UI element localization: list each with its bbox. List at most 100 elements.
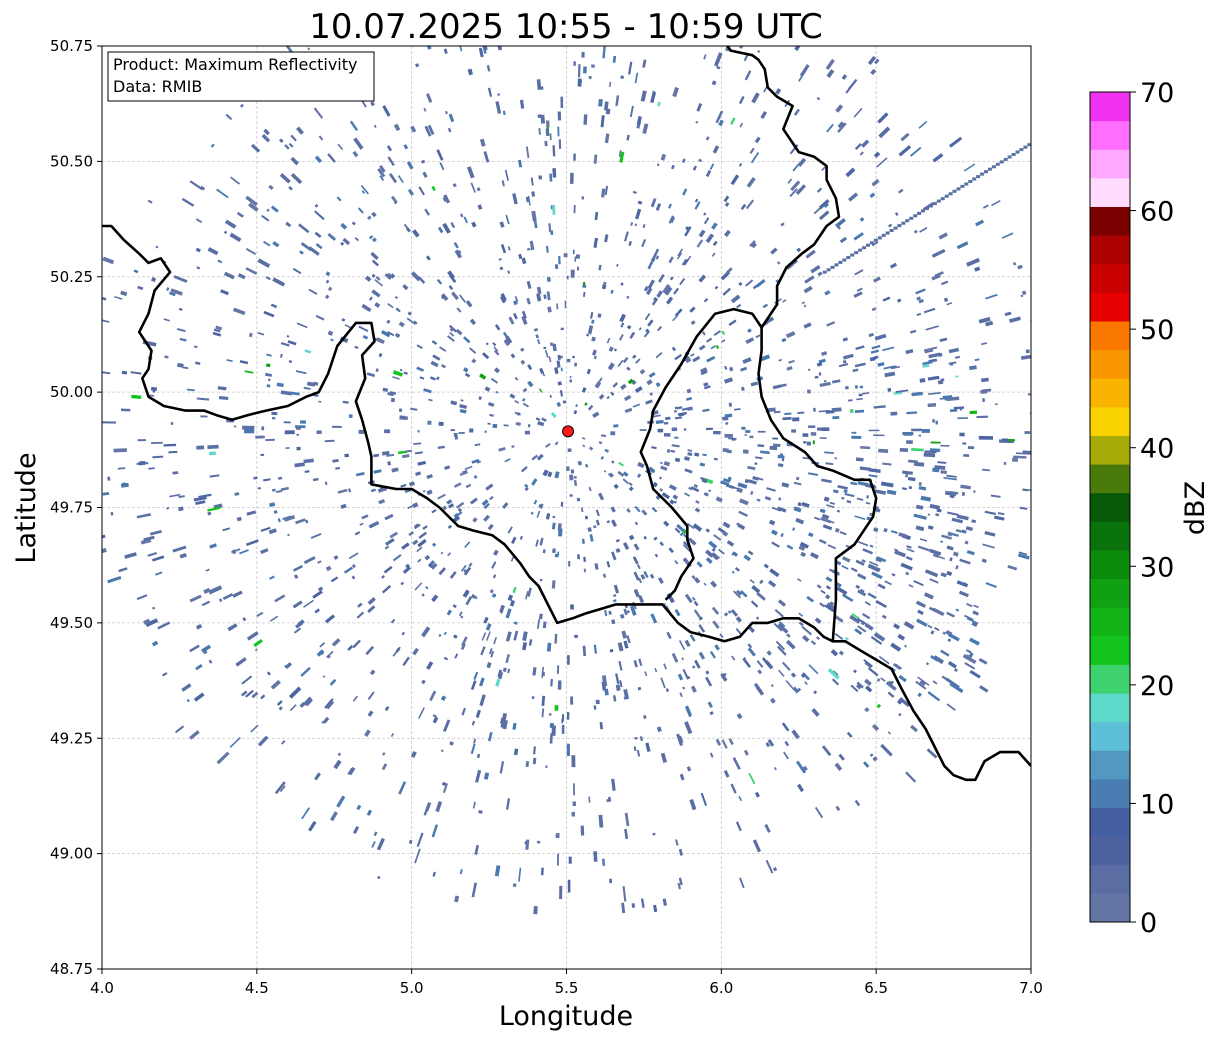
echo-cell (713, 430, 721, 435)
echo-cell (934, 271, 944, 278)
echo-cell (329, 234, 336, 240)
echo-cell (308, 246, 320, 256)
echo-cell (505, 214, 510, 225)
echo-cell (776, 261, 781, 265)
echo-cell (531, 191, 536, 197)
echo-cell (584, 515, 589, 520)
echo-cell (539, 578, 543, 582)
echo-cell (771, 506, 782, 512)
x-tick-label: 7.0 (1019, 979, 1043, 997)
echo-cell (947, 661, 957, 669)
echo-cell (501, 712, 508, 723)
echo-cell (436, 278, 443, 285)
echo-spoke-cell (822, 270, 827, 274)
echo-cell (984, 510, 996, 515)
echo-cell (780, 222, 785, 227)
echo-cell (615, 548, 621, 553)
echo-cell (361, 190, 366, 195)
echo-cell (668, 547, 674, 554)
echo-cell (864, 601, 871, 606)
echo-cell (826, 321, 836, 327)
echo-cell (744, 478, 749, 484)
echo-cell (664, 286, 673, 296)
echo-cell (929, 503, 941, 510)
echo-cell (445, 0, 449, 2)
echo-cell (830, 520, 835, 524)
echo-cell (615, 673, 620, 685)
echo-cell (161, 672, 168, 677)
echo-cell (722, 478, 731, 483)
echo-spoke-cell (991, 165, 996, 169)
echo-cell (152, 455, 164, 459)
echo-cell (742, 657, 751, 668)
echo-cell (537, 339, 541, 345)
echo-cell (647, 261, 654, 270)
echo-cell (325, 279, 330, 284)
echo-cell (868, 468, 881, 473)
echo-cell (500, 244, 507, 254)
echo-cell (299, 701, 306, 708)
echo-cell (883, 527, 888, 533)
echo-cell (801, 625, 812, 636)
echo-cell (568, 856, 572, 864)
echo-cell (213, 328, 221, 333)
echo-cell (738, 95, 745, 105)
echo-cell (611, 619, 616, 625)
echo-cell (511, 536, 517, 544)
echo-cell (583, 66, 587, 74)
echo-cell (604, 688, 609, 696)
echo-cell (849, 409, 854, 414)
echo-cell (459, 409, 467, 414)
echo-cell (724, 201, 730, 207)
echo-cell (821, 478, 832, 484)
echo-cell (386, 145, 393, 152)
echo-cell (900, 562, 913, 571)
echo-cell (784, 740, 790, 747)
echo-cell (150, 386, 158, 391)
echo-cell (628, 486, 634, 492)
echo-cell (463, 336, 471, 344)
echo-cell (556, 665, 560, 674)
echo-cell (476, 753, 481, 759)
echo-cell (566, 275, 569, 280)
echo-cell (911, 448, 924, 452)
echo-cell (905, 348, 914, 355)
echo-cell (459, 869, 463, 875)
colorbar-segment (1090, 120, 1130, 150)
echo-cell (384, 429, 391, 434)
echo-cell (269, 575, 275, 580)
echo-cell (818, 210, 830, 221)
echo-cell (870, 636, 883, 645)
echo-spoke-cell (948, 192, 953, 196)
echo-cell (253, 476, 258, 480)
echo-cell (441, 364, 447, 369)
echo-cell (623, 608, 628, 616)
echo-cell (969, 669, 981, 679)
echo-cell (736, 522, 745, 529)
echo-cell (373, 831, 378, 837)
echo-cell (719, 633, 724, 639)
echo-cell (469, 428, 474, 433)
echo-cell (622, 478, 629, 485)
echo-cell (341, 318, 346, 322)
echo-cell (588, 75, 592, 80)
echo-cell (394, 295, 398, 300)
echo-cell (637, 461, 645, 469)
echo-cell (539, 537, 544, 546)
echo-cell (974, 358, 980, 362)
echo-cell (454, 435, 458, 440)
echo-cell (398, 408, 403, 412)
echo-cell (512, 883, 517, 887)
echo-cell (903, 621, 915, 630)
echo-cell (626, 134, 630, 141)
echo-cell (459, 46, 463, 52)
echo-cell (603, 281, 607, 285)
colorbar-segment (1090, 664, 1130, 694)
echo-cell (367, 215, 372, 221)
echo-cell (170, 422, 174, 425)
echo-cell (314, 772, 321, 781)
border-line (102, 224, 629, 625)
echo-cell (629, 331, 636, 339)
echo-cell (756, 660, 764, 668)
echo-cell (819, 381, 831, 387)
